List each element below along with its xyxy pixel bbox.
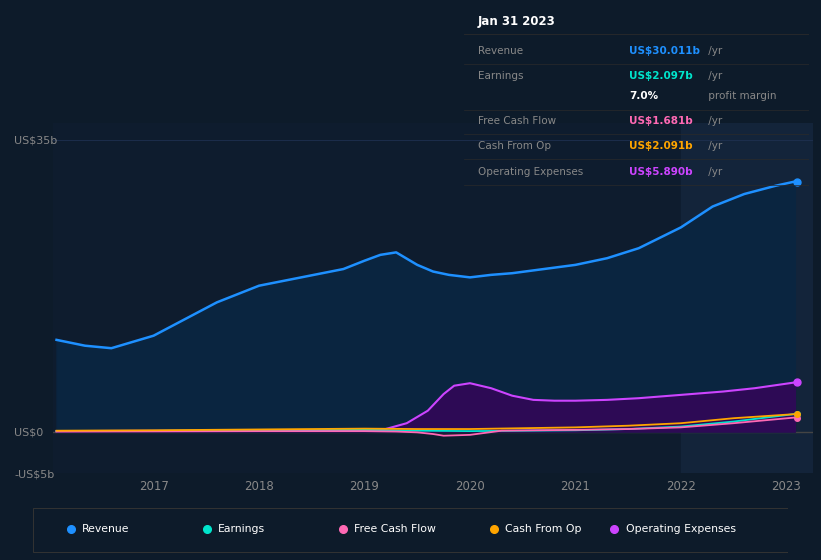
Text: US$1.681b: US$1.681b xyxy=(630,116,693,126)
Text: Earnings: Earnings xyxy=(478,71,523,81)
Text: 7.0%: 7.0% xyxy=(630,91,658,101)
Text: Free Cash Flow: Free Cash Flow xyxy=(478,116,556,126)
Text: US$5.890b: US$5.890b xyxy=(630,166,693,176)
Text: Jan 31 2023: Jan 31 2023 xyxy=(478,15,556,28)
Text: /yr: /yr xyxy=(705,71,722,81)
Text: /yr: /yr xyxy=(705,166,722,176)
Bar xyxy=(33,507,788,552)
Text: /yr: /yr xyxy=(705,141,722,151)
Bar xyxy=(681,123,813,473)
Text: Cash From Op: Cash From Op xyxy=(505,524,581,534)
Text: Operating Expenses: Operating Expenses xyxy=(478,166,583,176)
Text: US$2.097b: US$2.097b xyxy=(630,71,693,81)
Text: Cash From Op: Cash From Op xyxy=(478,141,551,151)
Text: Free Cash Flow: Free Cash Flow xyxy=(354,524,436,534)
Text: Earnings: Earnings xyxy=(218,524,265,534)
Text: US$2.091b: US$2.091b xyxy=(630,141,693,151)
Text: /yr: /yr xyxy=(705,116,722,126)
Text: Revenue: Revenue xyxy=(82,524,130,534)
Text: US$30.011b: US$30.011b xyxy=(630,46,700,57)
Text: /yr: /yr xyxy=(705,46,722,57)
Text: Operating Expenses: Operating Expenses xyxy=(626,524,736,534)
Text: profit margin: profit margin xyxy=(705,91,777,101)
Text: Revenue: Revenue xyxy=(478,46,523,57)
